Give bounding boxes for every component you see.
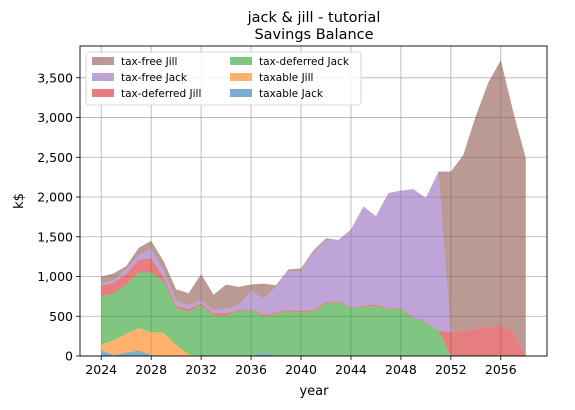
y-tick-label: 1,500	[37, 229, 73, 244]
legend-swatch	[92, 57, 114, 65]
legend-label: tax-deferred Jack	[259, 56, 350, 68]
legend: tax-free Jill tax-deferred Jack tax-free J…	[85, 51, 362, 106]
y-tick-label: 2,500	[37, 150, 73, 165]
x-tick-label: 2024	[85, 362, 117, 377]
legend-swatch	[230, 73, 252, 81]
area-tax-free-jack	[101, 171, 526, 356]
y-tick-label: 0	[65, 349, 73, 364]
y-tick-label: 1,000	[37, 269, 73, 284]
y-tick-label: 2,000	[37, 190, 73, 205]
area-tax-deferred-jill	[101, 258, 526, 356]
plot-frame	[79, 45, 548, 357]
area-tax-free-jill	[101, 60, 526, 357]
x-tick-label: 2036	[235, 362, 267, 377]
legend-swatch	[92, 89, 114, 97]
x-tick-label: 2052	[435, 362, 467, 377]
legend-label: taxable Jack	[259, 88, 324, 100]
x-tick-label: 2040	[285, 362, 317, 377]
x-tick-label: 2056	[485, 362, 517, 377]
legend-swatch	[92, 73, 114, 81]
legend-item-taxable-jill: taxable Jill	[230, 72, 313, 84]
legend-box	[85, 51, 362, 106]
legend-item-taxable-jack: taxable Jack	[230, 88, 324, 100]
area-tax-deferred-jack	[101, 272, 526, 356]
x-axis-label: year	[299, 384, 329, 399]
y-tick-label: 3,500	[37, 70, 73, 85]
chart-title: jack & jill - tutorial	[247, 10, 381, 26]
area-taxable-jill	[101, 328, 526, 356]
x-tick-label: 2044	[335, 362, 367, 377]
legend-swatch	[230, 57, 252, 65]
legend-item-tax-deferred-jack: tax-deferred Jack	[230, 56, 350, 68]
axis-ticks: 2024 2028 2032 2036 2040 2044 2048 2052 2056 0 500…	[37, 70, 517, 377]
chart-subtitle: Savings Balance	[254, 27, 373, 43]
legend-label: tax-free Jack	[121, 72, 188, 84]
area-taxable-jack	[101, 350, 526, 356]
legend-swatch	[230, 89, 252, 97]
legend-label: tax-free Jill	[121, 56, 177, 68]
x-tick-label: 2028	[135, 362, 167, 377]
x-tick-label: 2048	[385, 362, 417, 377]
y-axis-label: k$	[12, 193, 27, 209]
stacked-areas	[101, 60, 526, 357]
x-tick-label: 2032	[185, 362, 217, 377]
y-tick-label: 3,000	[37, 110, 73, 125]
legend-item-tax-free-jill: tax-free Jill	[92, 56, 177, 68]
y-tick-label: 500	[49, 309, 73, 324]
legend-label: tax-deferred Jill	[121, 88, 201, 100]
legend-item-tax-deferred-jill: tax-deferred Jill	[92, 88, 201, 100]
legend-item-tax-free-jack: tax-free Jack	[92, 72, 188, 84]
legend-label: taxable Jill	[259, 72, 313, 84]
